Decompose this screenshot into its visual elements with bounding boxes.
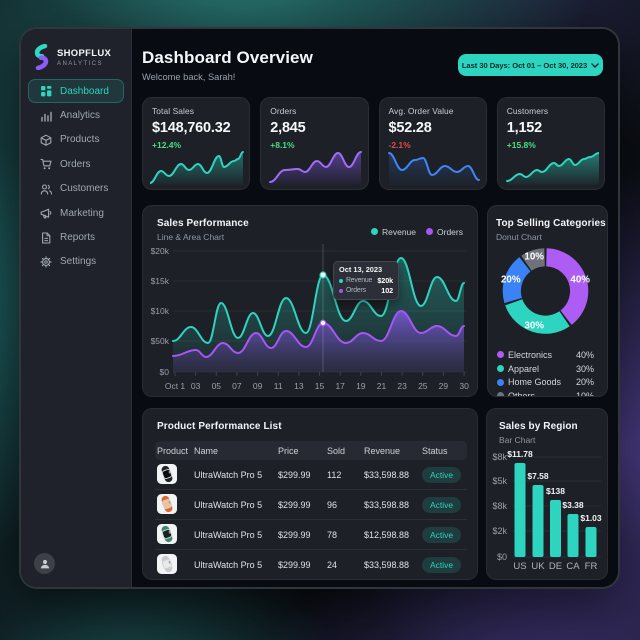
- svg-text:$8k: $8k: [492, 501, 507, 511]
- svg-text:$1.03: $1.03: [580, 513, 602, 523]
- svg-text:19: 19: [356, 381, 366, 391]
- svg-text:US: US: [513, 561, 526, 572]
- svg-text:$3.38: $3.38: [562, 500, 584, 510]
- svg-text:20%: 20%: [501, 275, 521, 286]
- svg-text:$50k: $50k: [151, 336, 170, 346]
- svg-text:FR: FR: [585, 561, 598, 572]
- svg-text:$10k: $10k: [151, 306, 170, 316]
- svg-text:$138: $138: [546, 486, 565, 496]
- svg-text:17: 17: [335, 381, 345, 391]
- svg-text:07: 07: [232, 381, 242, 391]
- svg-text:UK: UK: [531, 561, 545, 572]
- svg-text:$8k: $8k: [492, 452, 507, 462]
- svg-text:05: 05: [212, 381, 222, 391]
- svg-text:Oct 1: Oct 1: [165, 381, 186, 391]
- svg-text:$7.58: $7.58: [527, 471, 549, 481]
- svg-text:11: 11: [274, 381, 283, 391]
- svg-text:13: 13: [294, 381, 304, 391]
- svg-text:$0: $0: [497, 552, 507, 562]
- svg-text:09: 09: [253, 381, 263, 391]
- svg-text:$11.78: $11.78: [507, 449, 533, 459]
- svg-text:$0: $0: [160, 367, 170, 377]
- svg-text:$2k: $2k: [492, 526, 507, 536]
- svg-text:30%: 30%: [524, 321, 544, 332]
- svg-text:03: 03: [191, 381, 201, 391]
- svg-text:40%: 40%: [570, 275, 590, 286]
- svg-text:$15k: $15k: [151, 276, 170, 286]
- svg-text:$20k: $20k: [151, 246, 170, 256]
- svg-text:25: 25: [418, 381, 428, 391]
- svg-text:30: 30: [459, 381, 469, 391]
- svg-text:29: 29: [439, 381, 449, 391]
- svg-text:DE: DE: [549, 561, 562, 572]
- svg-text:CA: CA: [566, 561, 580, 572]
- svg-text:21: 21: [377, 381, 387, 391]
- svg-text:10%: 10%: [524, 251, 544, 262]
- svg-text:15: 15: [315, 381, 325, 391]
- svg-text:$5k: $5k: [492, 476, 507, 486]
- svg-text:23: 23: [397, 381, 407, 391]
